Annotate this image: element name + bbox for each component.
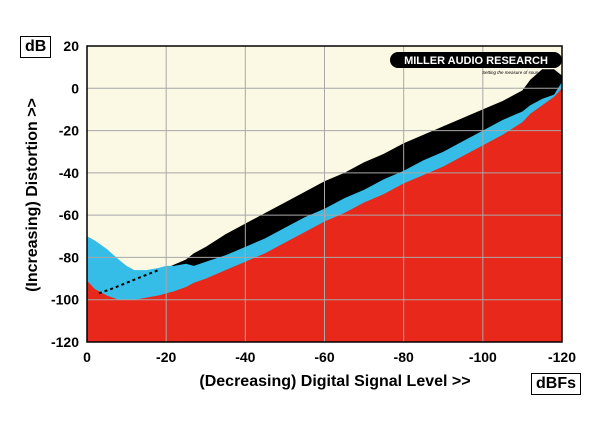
logo-brand: MILLER AUDIO RESEARCH (404, 55, 548, 67)
y-tick-label: -100 (51, 292, 79, 308)
x-tick-label: -120 (548, 349, 576, 365)
logo: MILLER AUDIO RESEARCH Setting the measure… (390, 52, 562, 75)
x-tick-label: -40 (235, 349, 255, 365)
lower-area-layer (87, 88, 562, 342)
x-tick-label: -20 (156, 349, 176, 365)
y-tick-label: -40 (59, 165, 79, 181)
y-tick-label: -120 (51, 334, 79, 350)
x-tick-label: -60 (314, 349, 334, 365)
y-tick-label: 0 (71, 80, 79, 96)
x-tick-label: -80 (394, 349, 414, 365)
x-unit-label: dBFs (531, 373, 581, 395)
logo-tagline: Setting the measure of sound quality (482, 70, 556, 75)
y-axis-title: (Increasing) Distortion >> (24, 98, 41, 292)
x-axis-title: (Decreasing) Digital Signal Level >> (199, 373, 471, 390)
y-tick-label: -80 (59, 249, 79, 265)
x-tick-label: 0 (83, 349, 91, 365)
dotted-line-layer (98, 269, 159, 295)
y-tick-label: -60 (59, 207, 79, 223)
tick-labels: 0 -20 -40 -60 -80 -100 -120 20 0 -20 -40 -60 -80 -100… (51, 38, 576, 365)
y-tick-label: 20 (63, 38, 79, 54)
x-tick-label: -100 (469, 349, 497, 365)
lower-area (87, 88, 562, 342)
logo-badge (390, 52, 562, 68)
y-tick-label: -20 (59, 123, 79, 139)
plot-frame (86, 45, 563, 343)
dotted-series-line (98, 269, 159, 295)
y-unit-label: dB (20, 36, 52, 58)
